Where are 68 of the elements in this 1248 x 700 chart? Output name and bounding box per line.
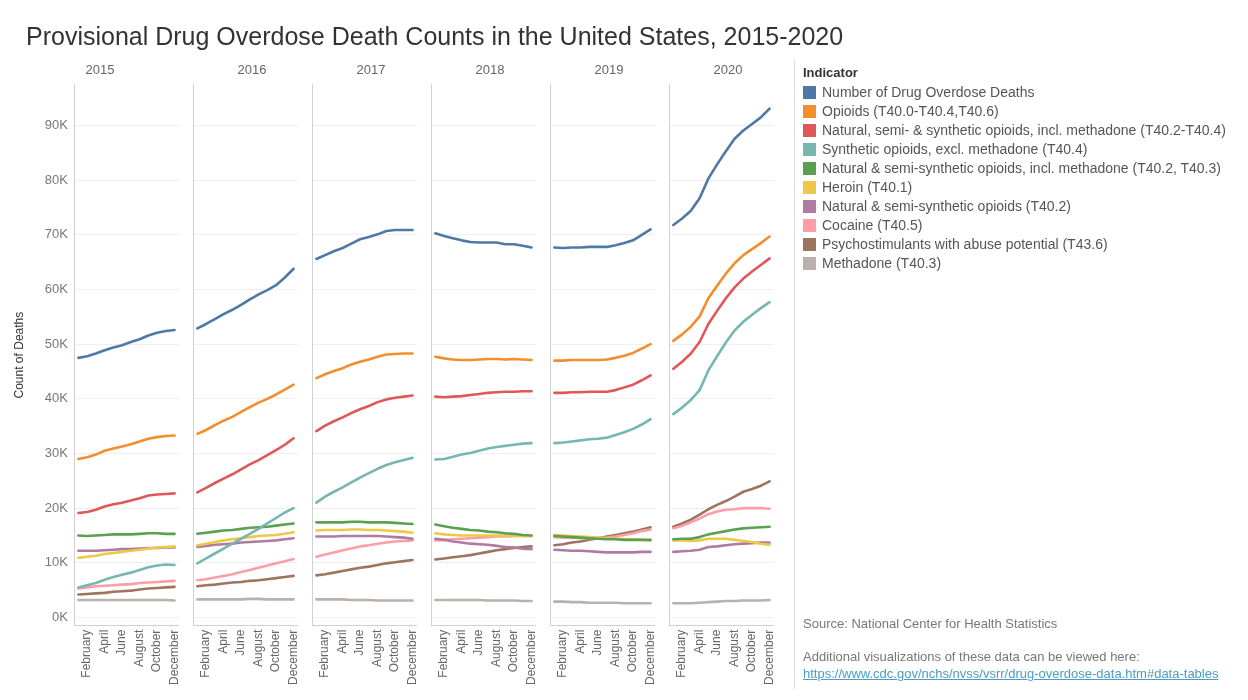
y-tick-label: 30K — [44, 445, 69, 461]
x-tick-label: August — [726, 628, 741, 668]
x-tick-label: December — [642, 629, 657, 686]
y-tick-label: 10K — [44, 554, 69, 570]
x-tick-label: June — [114, 629, 129, 656]
x-tick-label: April — [334, 629, 349, 654]
x-tick-label: October — [268, 629, 283, 673]
y-tick-label: 80K — [44, 171, 69, 187]
y-tick-label: 0K — [52, 609, 69, 625]
x-tick-label: June — [352, 629, 367, 656]
x-tick-label: December — [761, 629, 776, 686]
legend-label: Synthetic opioids, excl. methadone (T40.4) — [822, 140, 1088, 159]
chart-title: 2018 — [475, 62, 505, 78]
x-tick-label: April — [453, 629, 468, 654]
legend-label: Heroin (T40.1) — [822, 178, 913, 197]
chart-title: 2017 — [356, 62, 386, 78]
x-tick-label: August — [607, 628, 622, 668]
legend-label: Natural & semi-synthetic opioids, incl. methadone (T40.2, T40.3) — [822, 159, 1221, 178]
chart-title: 2015 — [85, 62, 115, 78]
text: https://www.cdc.gov/nchs/nvss/vsrr/drug-overdose-data.htm#data-tables — [803, 666, 1220, 681]
x-tick-label: October — [506, 629, 521, 673]
x-tick-label: December — [404, 629, 419, 686]
chart-title: 2019 — [594, 62, 624, 78]
text: Additional visualizations of these data can be viewed here: — [803, 649, 1141, 664]
x-tick-label: April — [96, 629, 111, 654]
x-tick-label: April — [691, 629, 706, 654]
y-tick-label: 20K — [44, 499, 69, 515]
legend-label: Psychostimulants with abuse potential (T43.6) — [822, 235, 1108, 254]
legend-label: Natural, semi- & synthetic opioids, incl. methadone (T40.2-T40.4) — [822, 121, 1226, 140]
chart-title: 2016 — [237, 62, 267, 78]
x-tick-label: February — [79, 629, 94, 678]
x-tick-label: August — [131, 628, 146, 668]
x-tick-label: February — [555, 629, 570, 678]
x-tick-label: October — [149, 629, 164, 673]
chart-title: 2020 — [713, 62, 743, 78]
x-tick-label: February — [317, 629, 332, 678]
x-tick-label: February — [674, 629, 689, 678]
x-tick-label: June — [233, 629, 248, 656]
y-tick-label: 40K — [44, 390, 69, 406]
x-tick-label: April — [572, 629, 587, 654]
x-tick-label: October — [744, 629, 759, 673]
x-tick-label: February — [436, 629, 451, 678]
x-tick-label: April — [215, 629, 230, 654]
source-note: Source: National Center for Health Statistics — [803, 616, 1059, 631]
y-tick-label: 90K — [44, 117, 69, 133]
x-tick-label: August — [369, 628, 384, 668]
x-tick-label: June — [709, 629, 724, 656]
legend-label: Natural & semi-synthetic opioids (T40.2) — [822, 197, 1071, 216]
y-axis-title: Count of Deaths — [11, 311, 26, 399]
legend-label: Number of Drug Overdose Deaths — [822, 83, 1035, 102]
x-tick-label: February — [198, 629, 213, 678]
x-tick-label: December — [523, 629, 538, 686]
x-tick-label: October — [387, 629, 402, 673]
x-tick-label: October — [625, 629, 640, 673]
y-tick-label: 70K — [44, 226, 69, 242]
x-tick-label: August — [250, 628, 265, 668]
x-tick-label: December — [166, 629, 181, 686]
x-tick-label: June — [471, 629, 486, 656]
x-tick-label: June — [590, 629, 605, 656]
legend-label: Cocaine (T40.5) — [822, 216, 923, 235]
legend-label: Opioids (T40.0-T40.4,T40.6) — [822, 102, 999, 121]
x-tick-label: December — [285, 629, 300, 686]
y-tick-label: 50K — [44, 335, 69, 351]
legend-title: Indicator — [803, 65, 859, 80]
x-tick-label: August — [488, 628, 503, 668]
legend-label: Methadone (T40.3) — [822, 254, 942, 273]
text: Provisional Drug Overdose Death Counts in the United States, 2015-2020 — [26, 22, 844, 50]
y-tick-label: 60K — [44, 281, 69, 297]
